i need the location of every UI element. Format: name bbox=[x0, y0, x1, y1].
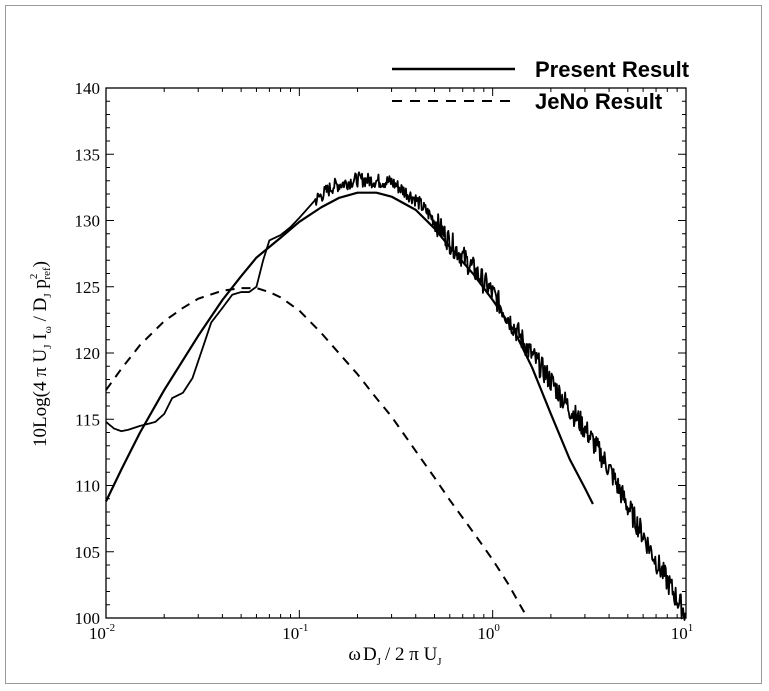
legend-label-present: Present Result bbox=[535, 57, 690, 82]
series-line-2 bbox=[105, 171, 687, 621]
series-line-0 bbox=[105, 191, 594, 505]
x-tick-label: 10-2 bbox=[89, 622, 115, 643]
y-tick-label: 120 bbox=[75, 344, 101, 363]
y-tick-label: 135 bbox=[75, 145, 101, 164]
y-tick-label: 105 bbox=[75, 543, 101, 562]
series bbox=[105, 171, 687, 621]
y-axis-title: 10Log(4 π UJ Iω / DJ p2ref) bbox=[28, 261, 54, 447]
legend: Present Result JeNo Result bbox=[392, 57, 690, 114]
y-tick-label: 115 bbox=[75, 410, 100, 429]
ticks: 100 105 110 115 120 125 130 135 140 10-2 10-1 100 10… bbox=[75, 79, 694, 643]
y-tick-label: 140 bbox=[75, 79, 101, 98]
x-tick-label: 100 bbox=[477, 622, 500, 643]
plot-area bbox=[105, 87, 687, 619]
series-line-1 bbox=[105, 287, 528, 618]
x-tick-label: 101 bbox=[671, 622, 694, 643]
y-tick-label: 100 bbox=[75, 609, 101, 628]
x-axis-title: ω DJ/ 2 π UJ bbox=[348, 644, 442, 668]
y-tick-label: 110 bbox=[75, 477, 100, 496]
y-tick-label: 130 bbox=[75, 212, 101, 231]
x-tick-label: 10-1 bbox=[282, 622, 308, 643]
figure-frame bbox=[5, 5, 762, 684]
y-tick-label: 125 bbox=[75, 278, 101, 297]
legend-label-jeno: JeNo Result bbox=[535, 89, 663, 114]
